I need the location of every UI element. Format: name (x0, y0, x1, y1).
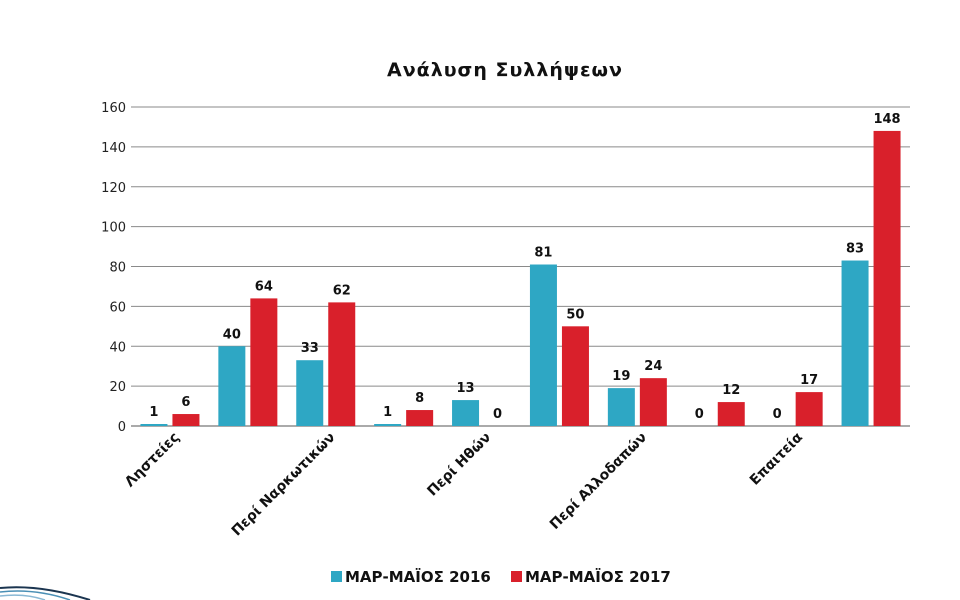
data-label: 0 (773, 407, 782, 422)
legend-swatch-1 (331, 571, 342, 582)
gridlines (131, 106, 910, 427)
bar-series-1 (140, 424, 168, 426)
legend-label: ΜΑΡ-ΜΑΪΟΣ 2016 (345, 567, 491, 586)
data-label: 81 (534, 246, 552, 261)
bar-series-2 (795, 392, 823, 426)
data-label: 8 (415, 391, 424, 406)
legend: ΜΑΡ-ΜΑΪΟΣ 2016 ΜΑΡ-ΜΑΪΟΣ 2017 (331, 567, 671, 586)
data-label: 40 (223, 327, 241, 342)
data-label: 64 (255, 279, 273, 294)
data-label: 12 (722, 383, 740, 398)
y-tick-label: 120 (101, 181, 126, 196)
data-label: 6 (181, 395, 190, 410)
y-tick-label: 0 (118, 420, 126, 435)
bar-series-1 (296, 360, 324, 426)
y-tick-label: 140 (101, 141, 126, 156)
bar-series-2 (406, 410, 434, 426)
bar-series-1 (529, 264, 557, 426)
chart-title: Ανάλυση Συλλήψεων (387, 59, 623, 81)
y-tick-label: 160 (101, 101, 126, 116)
bar-series-2 (717, 402, 745, 426)
bar-series-2 (639, 378, 667, 426)
data-label: 24 (644, 359, 662, 374)
legend-label: ΜΑΡ-ΜΑΪΟΣ 2017 (525, 567, 671, 586)
category-label: Επαιτεία (747, 429, 806, 488)
bar-series-1 (841, 260, 869, 426)
category-label: Περί Ναρκωτικών (229, 430, 339, 540)
data-label: 0 (695, 407, 704, 422)
y-axis-ticks: 0 20 40 60 80 100 120 140 160 (101, 101, 126, 435)
y-tick-label: 60 (109, 300, 126, 315)
data-label: 13 (457, 381, 475, 396)
category-label: Περί Αλλοδαπών (547, 430, 650, 533)
bar-series-1 (452, 400, 480, 426)
category-label: Περί Ηθών (424, 430, 494, 500)
y-tick-label: 80 (109, 261, 126, 276)
data-label: 19 (612, 369, 630, 384)
data-label: 1 (383, 405, 392, 420)
data-label: 0 (493, 407, 502, 422)
bar-series-2 (873, 130, 901, 427)
y-tick-label: 20 (109, 380, 126, 395)
y-tick-label: 40 (109, 340, 126, 355)
category-label: Ληστείες (122, 430, 183, 491)
category-labels: Ληστείες Περί Ναρκωτικών Περί Ηθών Περί Αλλ… (122, 429, 806, 539)
bar-series-1 (218, 346, 246, 426)
y-tick-label: 100 (101, 221, 126, 236)
bar-series-2 (172, 414, 200, 426)
bar-series-1 (374, 424, 402, 426)
bar-series-1 (607, 388, 635, 426)
data-label: 62 (333, 283, 351, 298)
bar-series-2 (250, 298, 278, 426)
data-label: 148 (873, 112, 900, 127)
data-label: 83 (846, 242, 864, 257)
bars (140, 130, 901, 427)
data-label: 33 (301, 341, 319, 356)
data-label: 50 (566, 307, 584, 322)
data-label: 17 (800, 373, 818, 388)
corner-decoration (0, 586, 91, 600)
bar-series-2 (328, 302, 356, 426)
data-label: 1 (149, 405, 158, 420)
bar-series-2 (561, 326, 589, 426)
legend-swatch-2 (511, 571, 522, 582)
